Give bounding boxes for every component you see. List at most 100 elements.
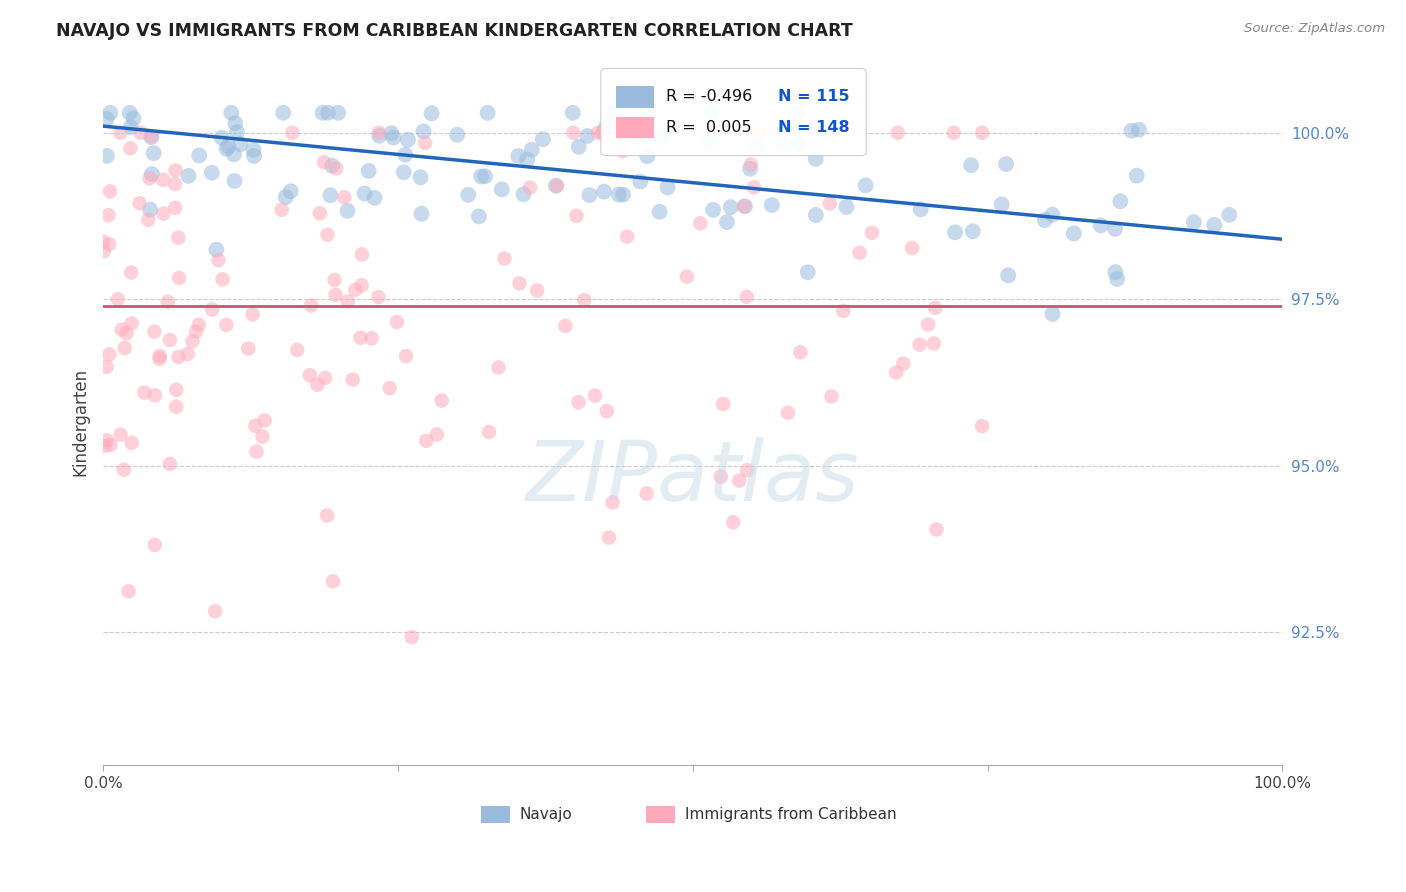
Point <box>312 155 335 169</box>
Point <box>141 130 163 145</box>
Point <box>215 142 238 156</box>
Point <box>592 126 614 140</box>
Point <box>207 253 229 268</box>
Point <box>835 200 858 214</box>
Point <box>516 153 538 167</box>
Point <box>152 206 174 220</box>
Point <box>316 105 339 120</box>
Point <box>855 178 877 193</box>
Point <box>98 237 121 252</box>
Point <box>367 290 389 304</box>
Point <box>98 105 121 120</box>
FancyBboxPatch shape <box>481 806 510 823</box>
Point <box>97 208 120 222</box>
Point <box>430 393 453 408</box>
Point <box>1042 208 1064 222</box>
Point <box>181 334 204 348</box>
Point <box>413 136 436 150</box>
Point <box>274 190 297 204</box>
Point <box>128 196 150 211</box>
Point <box>167 271 190 285</box>
Point <box>112 463 135 477</box>
Point <box>474 169 496 184</box>
Point <box>478 425 501 439</box>
Point <box>990 197 1012 211</box>
Point <box>412 124 434 138</box>
Point <box>342 373 364 387</box>
Point <box>333 190 356 204</box>
Point <box>561 105 583 120</box>
Point <box>477 105 499 120</box>
Point <box>344 283 367 297</box>
Point <box>117 584 139 599</box>
Point <box>420 106 443 120</box>
Text: ZIPatlas: ZIPatlas <box>526 437 859 517</box>
Point <box>336 294 359 309</box>
Point <box>141 167 163 181</box>
Point <box>1125 169 1147 183</box>
Point <box>271 105 294 120</box>
Point <box>657 180 679 194</box>
Point <box>415 434 437 448</box>
Point <box>636 149 658 163</box>
Point <box>134 385 156 400</box>
Y-axis label: Kindergarten: Kindergarten <box>72 368 89 476</box>
Point <box>322 574 344 589</box>
Point <box>1033 213 1056 227</box>
Point <box>243 418 266 433</box>
Point <box>107 292 129 306</box>
Point <box>697 134 720 148</box>
Point <box>396 133 419 147</box>
Point <box>115 326 138 340</box>
Point <box>122 112 145 126</box>
Point <box>323 273 346 287</box>
Point <box>612 145 634 159</box>
Point <box>860 226 883 240</box>
Point <box>598 531 620 545</box>
Point <box>468 210 491 224</box>
Point <box>884 366 907 380</box>
Point <box>776 406 799 420</box>
Point <box>143 388 166 402</box>
Point <box>457 187 479 202</box>
Point <box>141 129 163 144</box>
Point <box>740 161 762 176</box>
Point <box>314 371 336 385</box>
Point <box>770 134 793 148</box>
Point <box>565 209 588 223</box>
Point <box>446 128 468 142</box>
Point <box>735 463 758 477</box>
Point <box>891 357 914 371</box>
Point <box>676 269 699 284</box>
Point <box>353 186 375 201</box>
Point <box>728 474 751 488</box>
Point <box>745 140 768 154</box>
Point <box>636 486 658 500</box>
Point <box>593 185 616 199</box>
Point <box>167 350 190 364</box>
Point <box>201 302 224 317</box>
Point <box>494 252 516 266</box>
FancyBboxPatch shape <box>616 86 654 108</box>
Point <box>512 187 534 202</box>
Text: N = 148: N = 148 <box>778 120 849 135</box>
Point <box>139 202 162 217</box>
Point <box>1109 194 1132 209</box>
Point <box>509 277 531 291</box>
Point <box>910 202 932 217</box>
Point <box>177 169 200 183</box>
Point <box>222 147 245 161</box>
Text: Source: ZipAtlas.com: Source: ZipAtlas.com <box>1244 22 1385 36</box>
Point <box>942 126 965 140</box>
Point <box>1121 124 1143 138</box>
Point <box>219 105 242 120</box>
Point <box>710 469 733 483</box>
Point <box>716 215 738 229</box>
Point <box>226 125 249 139</box>
Point <box>110 126 132 140</box>
Point <box>349 331 371 345</box>
Point <box>401 630 423 644</box>
Point <box>382 130 405 145</box>
Point <box>392 165 415 179</box>
Point <box>491 182 513 196</box>
